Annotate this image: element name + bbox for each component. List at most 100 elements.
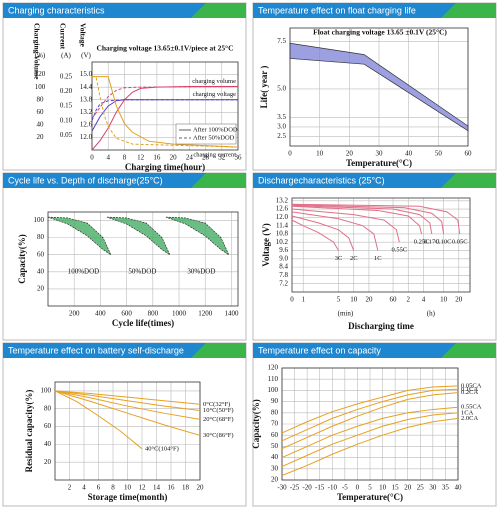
y-tick-label: 40	[271, 453, 279, 461]
y-tick-label: 120	[35, 70, 46, 78]
y-tick-label: 20	[37, 285, 45, 293]
y-unit: (V)	[81, 52, 91, 60]
series-line	[281, 392, 459, 450]
y-tick-label: 40	[44, 440, 52, 448]
panel-border	[252, 2, 497, 171]
chart-title: Temperature effect on float charging lif…	[258, 5, 416, 15]
y-tick-label: 80	[44, 404, 52, 412]
series-line	[291, 219, 339, 251]
x-unit: (min)	[338, 310, 354, 318]
series-label: 1C	[374, 255, 382, 262]
legend-label: After 100%DOD	[193, 126, 238, 133]
y-unit: (A)	[61, 52, 71, 60]
series-label: 0.2CA	[461, 389, 478, 396]
band-area	[165, 216, 230, 256]
y-tick-label: 12.6	[276, 205, 289, 213]
y-tick-label: 0.15	[60, 102, 73, 110]
y-tick-label: 50	[271, 442, 279, 450]
y-tick-label: 10.8	[276, 230, 289, 238]
y-tick-label: 10.2	[276, 238, 289, 246]
x-tick-label: 4	[106, 154, 110, 162]
header-bar	[253, 173, 496, 188]
y-tick-label: 9.0	[279, 254, 288, 262]
series-label: 10°C(50°F)	[203, 407, 233, 414]
x-tick-label: 5	[368, 484, 372, 492]
series-line	[291, 211, 379, 251]
series-line	[92, 76, 239, 148]
x-axis-label: Temperature(°C)	[337, 492, 403, 502]
x-tick-label: 50	[435, 150, 443, 158]
x-tick-label: -25	[290, 484, 300, 492]
y-tick-label: 0.05	[60, 131, 73, 139]
band-label: 30%DOD	[187, 268, 215, 276]
series-line	[281, 417, 459, 476]
series-line	[281, 412, 459, 468]
y-tick-label: 0.20	[60, 87, 73, 95]
y-tick-label: 60	[44, 422, 52, 430]
y-tick-label: 60	[37, 108, 45, 116]
chart-panel: Charging characteristics 0 4 8 12 16 20 24 28 32 3…	[2, 2, 247, 172]
series-line	[281, 406, 459, 459]
header-bar	[3, 343, 246, 358]
y-tick-label: 13.2	[276, 196, 289, 204]
x-tick-label: 12	[137, 154, 145, 162]
series-line	[281, 388, 459, 442]
series-line	[54, 390, 201, 412]
x-tick-label: 40	[405, 150, 413, 158]
y-tick-label: 80	[271, 408, 279, 416]
y-tick-label: 13.8	[80, 95, 93, 103]
x-tick-label: 60	[465, 150, 473, 158]
x-tick-label: 8	[123, 154, 127, 162]
x-tick-label: 1200	[198, 310, 213, 318]
x-tick-label: 28	[202, 154, 210, 162]
y-tick-label: 70	[271, 420, 279, 428]
y-tick-label: 14.4	[80, 83, 93, 91]
series-line	[54, 390, 201, 405]
y-tick-label: 40	[37, 267, 45, 275]
x-tick-label: 0	[356, 484, 360, 492]
series-line	[91, 99, 238, 132]
x-unit: (h)	[427, 310, 436, 318]
series-label: 2C	[350, 255, 358, 262]
y-tick-label: 5.0	[277, 85, 286, 93]
y-tick-label: 7.2	[279, 279, 288, 287]
series-label: 0.17C	[424, 238, 440, 245]
y-tick-label: 3.0	[277, 123, 286, 131]
series-label: 0.05C	[452, 238, 468, 245]
chart-title: Cycle life vs. Depth of discharge(25°C)	[8, 175, 163, 185]
x-tick-label: 10	[350, 296, 358, 304]
header-accent	[191, 3, 246, 18]
x-tick-label: 10	[379, 484, 387, 492]
chart-panel: Temperature effect on float charging lif…	[252, 2, 497, 171]
x-axis-label: Charging time(hour)	[125, 162, 205, 172]
y-axis-label: Current	[58, 23, 67, 50]
series-line	[291, 208, 400, 243]
band-label: 50%DOD	[128, 268, 156, 276]
x-tick-label: 20	[455, 296, 463, 304]
x-tick-label: 20	[197, 484, 205, 492]
chart-panel: Cycle life vs. Depth of discharge(25°C) 2…	[2, 172, 247, 341]
x-tick-label: 2	[407, 296, 411, 304]
series-label: 0.05CA	[461, 382, 482, 389]
y-tick-label: 80	[37, 233, 45, 241]
series-label: 40°C(104°F)	[145, 445, 179, 452]
y-unit: (%)	[35, 52, 46, 60]
x-tick-label: 10	[316, 150, 324, 158]
series-label: charging volume	[192, 78, 236, 85]
series-line	[91, 86, 239, 119]
x-tick-label: 1000	[172, 310, 187, 318]
y-tick-label: 100	[35, 83, 46, 91]
series-line	[291, 203, 461, 235]
header-bar	[253, 343, 496, 358]
series-label: 0.25C	[414, 238, 430, 245]
x-tick-label: 20	[365, 296, 373, 304]
series-line	[54, 390, 143, 450]
subtitle: Float charging voltage 13.65 ±0.1V (25°C…	[313, 28, 447, 37]
x-tick-label: 20	[170, 154, 178, 162]
chart-panel: Dischargecharacteristics (25°C)1 5 10 20 60 2…	[252, 172, 497, 341]
legend-box	[175, 123, 237, 145]
plot-frame	[291, 197, 471, 293]
series-label: 3C	[335, 255, 343, 262]
x-tick-label: 24	[186, 154, 194, 162]
